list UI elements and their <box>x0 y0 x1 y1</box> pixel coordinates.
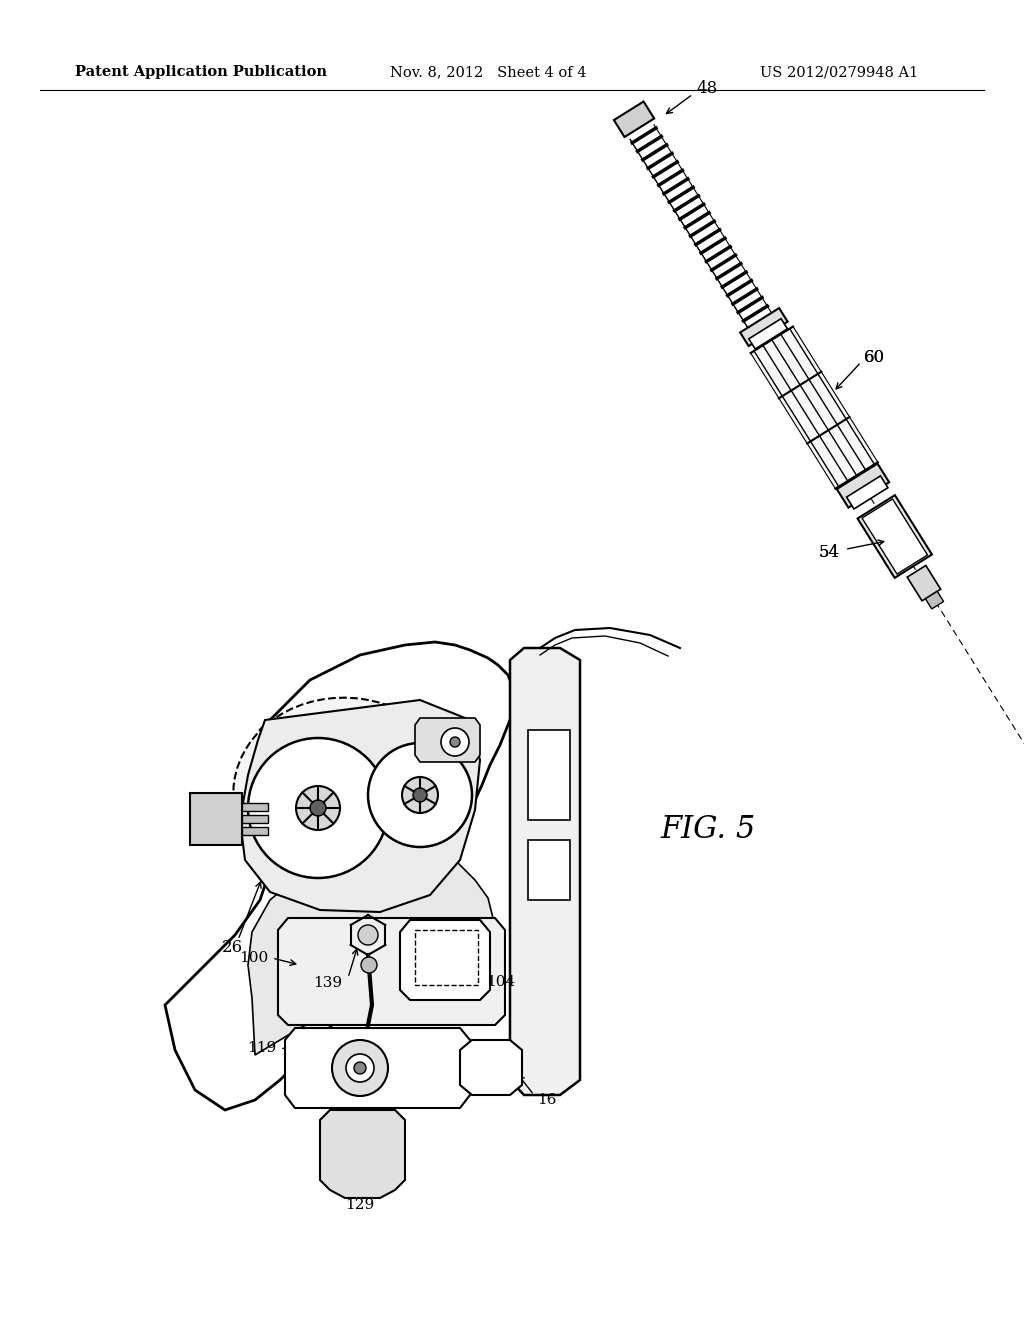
Text: 129: 129 <box>345 1199 375 1212</box>
Polygon shape <box>510 648 580 1096</box>
Circle shape <box>354 1063 366 1074</box>
Circle shape <box>358 925 378 945</box>
Text: 139: 139 <box>313 975 342 990</box>
Text: Patent Application Publication: Patent Application Publication <box>75 65 327 79</box>
Text: 54: 54 <box>819 544 840 561</box>
Polygon shape <box>460 1040 522 1096</box>
Ellipse shape <box>233 698 463 899</box>
Polygon shape <box>528 730 570 820</box>
Polygon shape <box>847 477 888 510</box>
Circle shape <box>310 800 326 816</box>
Text: 60: 60 <box>864 348 886 366</box>
Circle shape <box>441 729 469 756</box>
Polygon shape <box>240 700 480 912</box>
Text: Nov. 8, 2012   Sheet 4 of 4: Nov. 8, 2012 Sheet 4 of 4 <box>390 65 587 79</box>
Polygon shape <box>285 1028 470 1107</box>
Text: US 2012/0279948 A1: US 2012/0279948 A1 <box>760 65 919 79</box>
Polygon shape <box>751 326 878 488</box>
Polygon shape <box>528 840 570 900</box>
Circle shape <box>248 738 388 878</box>
Polygon shape <box>400 920 490 1001</box>
Text: 26: 26 <box>221 940 243 957</box>
Polygon shape <box>837 463 889 508</box>
Polygon shape <box>248 830 493 1055</box>
Polygon shape <box>749 318 787 348</box>
Circle shape <box>332 1040 388 1096</box>
Text: 60: 60 <box>864 348 886 366</box>
Polygon shape <box>242 828 268 836</box>
Polygon shape <box>278 917 505 1026</box>
Text: 104: 104 <box>486 975 515 989</box>
Text: 119: 119 <box>247 1041 276 1055</box>
Circle shape <box>296 785 340 830</box>
Polygon shape <box>242 803 268 810</box>
Circle shape <box>361 957 377 973</box>
Circle shape <box>346 1053 374 1082</box>
Polygon shape <box>242 814 268 822</box>
Circle shape <box>450 737 460 747</box>
Polygon shape <box>857 495 932 578</box>
Polygon shape <box>907 565 941 601</box>
Polygon shape <box>190 793 242 845</box>
Text: FIG. 5: FIG. 5 <box>660 814 756 846</box>
Circle shape <box>402 777 438 813</box>
Text: 54: 54 <box>819 544 840 561</box>
Polygon shape <box>614 102 654 137</box>
Text: 48: 48 <box>696 79 717 96</box>
Circle shape <box>368 743 472 847</box>
Polygon shape <box>165 642 516 1110</box>
Polygon shape <box>415 718 480 762</box>
Circle shape <box>413 788 427 803</box>
Polygon shape <box>926 591 944 609</box>
Polygon shape <box>740 308 787 346</box>
Text: 100: 100 <box>239 950 268 965</box>
Polygon shape <box>862 499 928 574</box>
Polygon shape <box>319 1110 406 1199</box>
Text: 16: 16 <box>537 1093 556 1107</box>
